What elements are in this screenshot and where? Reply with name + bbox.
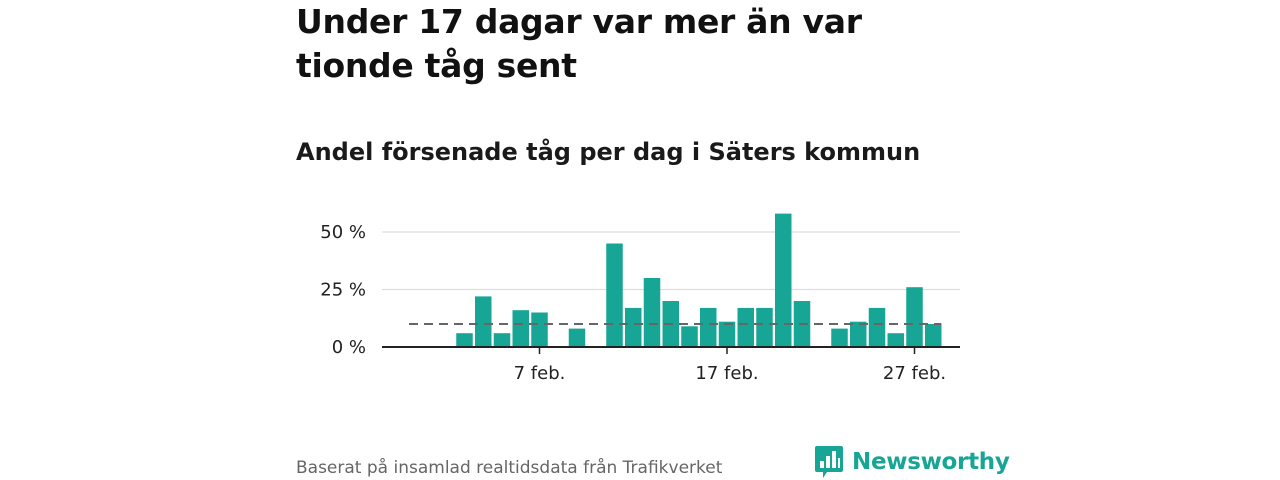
newsworthy-logo-icon <box>815 446 843 478</box>
bar <box>681 326 698 347</box>
bar <box>568 328 586 347</box>
bar <box>512 310 529 347</box>
bar <box>868 307 886 347</box>
bar <box>643 278 661 347</box>
bar <box>493 333 511 347</box>
x-tick-label: 27 feb. <box>883 363 946 384</box>
bar <box>906 287 923 347</box>
y-tick-label: 0 % <box>332 337 366 358</box>
bar <box>737 307 754 347</box>
bar <box>925 324 942 347</box>
bar-chart: 0 % 25 % 50 % 7 feb. 17 feb. 27 feb. <box>320 213 960 384</box>
chart-card: Under 17 dagar var mer än var tionde tåg… <box>296 0 1010 480</box>
chart-subtitle: Andel försenade tåg per dag i Säters kom… <box>296 138 921 166</box>
bar <box>531 312 548 347</box>
bar <box>887 333 904 347</box>
bar <box>756 307 773 347</box>
brand-logo: Newsworthy <box>814 444 1010 480</box>
y-tick-label: 50 % <box>320 222 366 243</box>
bar <box>850 321 867 347</box>
brand-name: Newsworthy <box>852 449 1010 475</box>
bar <box>718 321 736 347</box>
chart-title: Under 17 dagar var mer än var tionde tåg… <box>296 2 862 85</box>
bar <box>456 333 473 347</box>
bar <box>475 296 492 347</box>
x-tick-label: 17 feb. <box>695 363 758 384</box>
y-tick-label: 25 % <box>320 280 366 301</box>
source-note: Baserat på insamlad realtidsdata från Tr… <box>296 458 723 478</box>
bar <box>625 307 642 347</box>
x-tick-label: 7 feb. <box>514 363 566 384</box>
bar <box>606 243 623 347</box>
bar <box>775 213 792 347</box>
bar <box>700 307 717 347</box>
bar <box>831 328 848 347</box>
